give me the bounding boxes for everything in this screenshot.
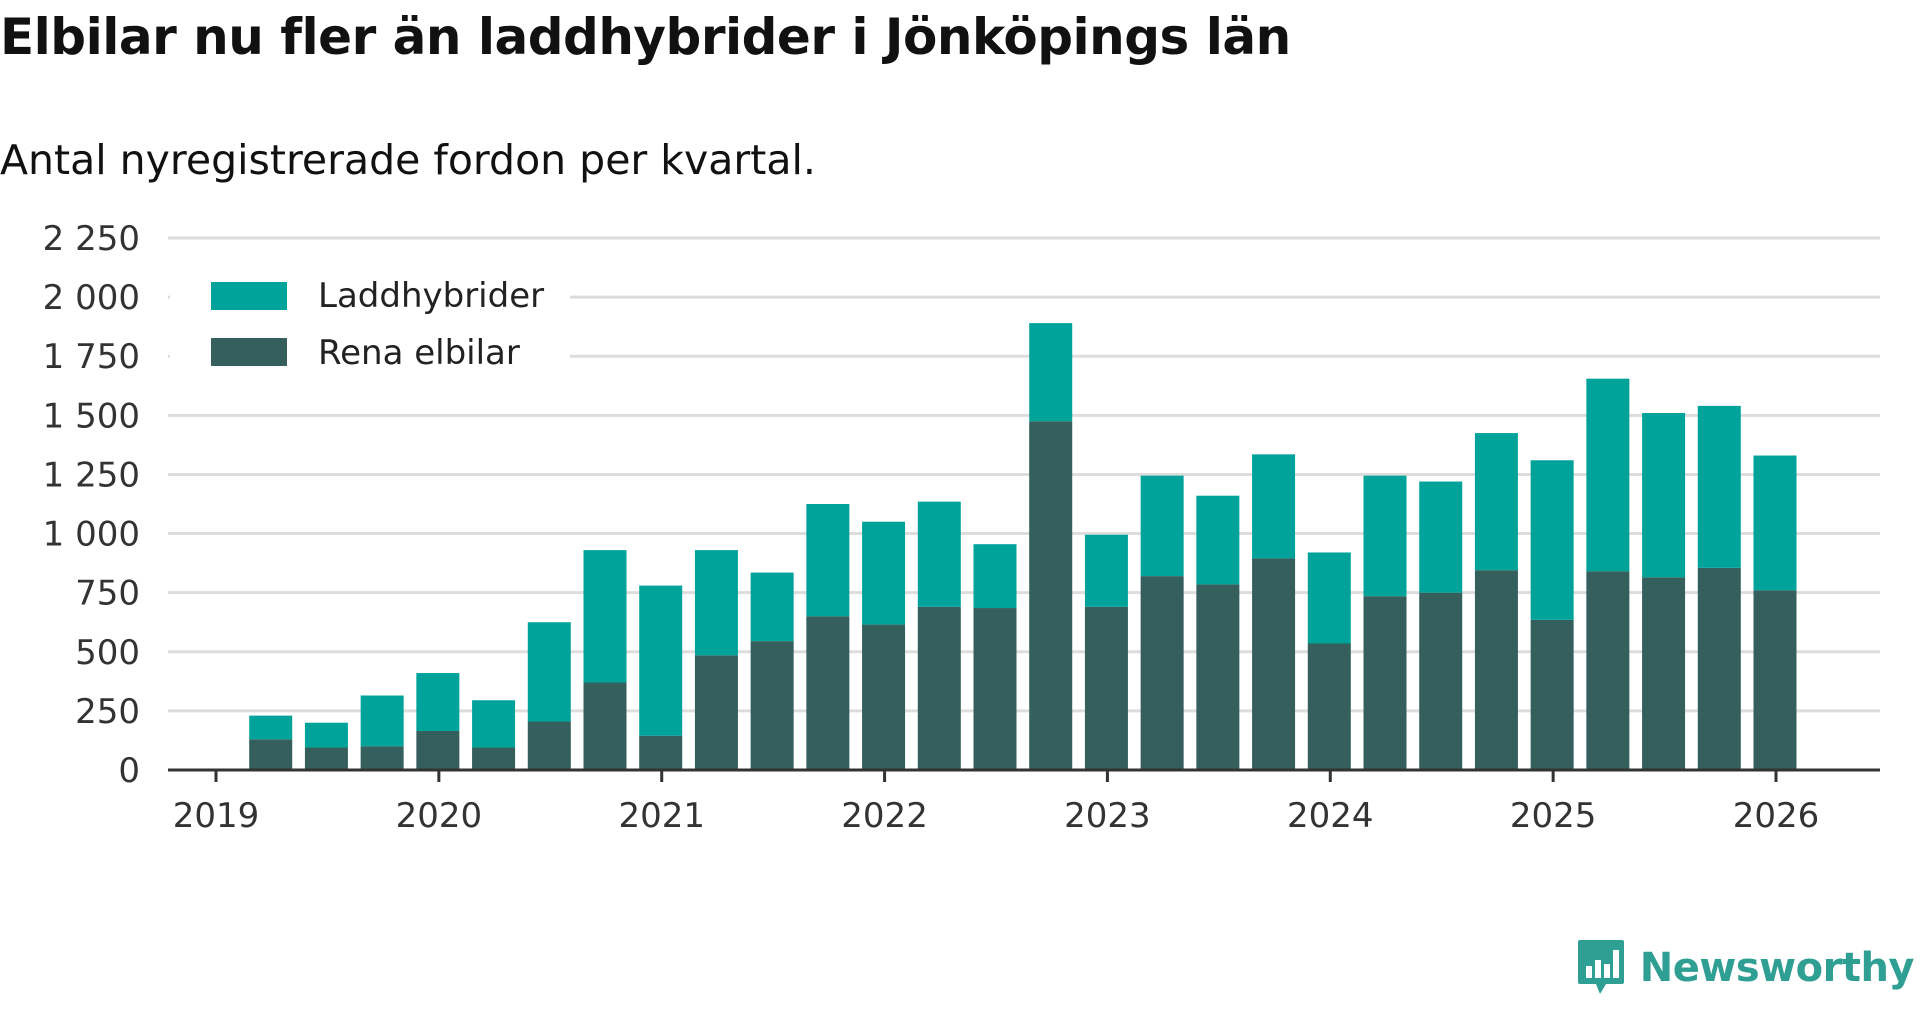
- x-axis: 2019 2020 2021 2022 2023 2024 2025 2026: [168, 768, 1880, 836]
- bar-rena-elbilar: [1642, 577, 1686, 770]
- bar-rena-elbilar: [249, 739, 293, 770]
- bar-laddhybrider: [360, 695, 404, 747]
- bar-rena-elbilar: [304, 747, 348, 770]
- bar-laddhybrider: [1029, 323, 1073, 422]
- bar-rena-elbilar: [1307, 643, 1351, 770]
- y-tick-label: 2 000: [43, 278, 140, 318]
- bar-rena-elbilar: [1029, 421, 1073, 770]
- bar-rena-elbilar: [416, 730, 460, 770]
- bar-rena-elbilar: [639, 735, 683, 770]
- x-tick-label: 2024: [1287, 796, 1374, 836]
- y-tick-label: 1 500: [43, 396, 140, 436]
- legend-swatch-laddhybrider: [211, 282, 287, 310]
- bar-laddhybrider: [1474, 433, 1518, 571]
- bar-laddhybrider: [750, 572, 794, 642]
- bar-laddhybrider: [472, 700, 516, 748]
- bar-laddhybrider: [527, 622, 571, 722]
- bar-rena-elbilar: [1474, 570, 1518, 770]
- newsworthy-brand: Newsworthy: [1576, 938, 1915, 998]
- bar-rena-elbilar: [1753, 590, 1797, 770]
- y-tick-label: 0: [118, 751, 140, 791]
- bar-rena-elbilar: [750, 641, 794, 770]
- bar-laddhybrider: [1697, 405, 1741, 568]
- bar-rena-elbilar: [973, 608, 1017, 770]
- chart-title: Elbilar nu fler än laddhybrider i Jönköp…: [0, 8, 1291, 66]
- x-tick-label: 2026: [1733, 796, 1820, 836]
- x-tick-label: 2019: [173, 796, 260, 836]
- bar-laddhybrider: [1196, 495, 1240, 585]
- bar-rena-elbilar: [583, 682, 627, 770]
- legend-swatch-rena-elbilar: [211, 338, 287, 366]
- y-tick-label: 500: [75, 633, 140, 673]
- bar-rena-elbilar: [694, 655, 738, 770]
- y-tick-label: 750: [75, 574, 140, 614]
- y-tick-label: 1 000: [43, 515, 140, 555]
- chart-subtitle: Antal nyregistrerade fordon per kvartal.: [0, 136, 816, 184]
- y-tick-label: 1 750: [43, 337, 140, 377]
- bar-laddhybrider: [1084, 534, 1128, 607]
- bar-rena-elbilar: [862, 624, 906, 770]
- bar-rena-elbilar: [1084, 606, 1128, 770]
- bar-rena-elbilar: [917, 606, 961, 770]
- bar-laddhybrider: [806, 504, 850, 617]
- bar-laddhybrider: [917, 501, 961, 607]
- bar-rena-elbilar: [1252, 558, 1296, 770]
- brand-name: Newsworthy: [1639, 945, 1915, 991]
- bar-rena-elbilar: [472, 747, 516, 770]
- bar-laddhybrider: [249, 715, 293, 740]
- bar-laddhybrider: [416, 673, 460, 731]
- y-tick-label: 250: [75, 692, 140, 732]
- bar-rena-elbilar: [1196, 584, 1240, 770]
- bar-rena-elbilar: [1363, 596, 1407, 770]
- bar-laddhybrider: [1419, 481, 1463, 593]
- bar-laddhybrider: [862, 521, 906, 625]
- bar-laddhybrider: [639, 585, 683, 736]
- y-tick-label: 2 250: [43, 219, 140, 259]
- bar-laddhybrider: [973, 544, 1017, 609]
- bar-rena-elbilar: [1586, 571, 1630, 770]
- bar-laddhybrider: [583, 550, 627, 683]
- legend-label-laddhybrider: Laddhybrider: [318, 276, 544, 316]
- bar-laddhybrider: [1307, 552, 1351, 644]
- x-tick-label: 2021: [618, 796, 705, 836]
- bar-rena-elbilar: [806, 616, 850, 770]
- bars: [249, 323, 1797, 770]
- y-tick-label: 1 250: [43, 455, 140, 495]
- x-tick-label: 2022: [841, 796, 928, 836]
- bar-rena-elbilar: [1140, 576, 1184, 770]
- bar-rena-elbilar: [1530, 619, 1574, 770]
- y-axis-ticks: 0 250 500 750 1 000 1 250 1 500 1 750 2 000 2 250: [43, 219, 140, 791]
- newsworthy-logo-icon: [1577, 940, 1624, 994]
- bar-rena-elbilar: [527, 721, 571, 770]
- x-tick-label: 2020: [396, 796, 483, 836]
- bar-rena-elbilar: [360, 746, 404, 770]
- legend-label-rena-elbilar: Rena elbilar: [318, 333, 520, 373]
- bar-rena-elbilar: [1697, 567, 1741, 770]
- x-tick-label: 2023: [1064, 796, 1151, 836]
- bar-laddhybrider: [1252, 454, 1296, 559]
- x-tick-label: 2025: [1510, 796, 1597, 836]
- bar-laddhybrider: [1753, 455, 1797, 591]
- bar-laddhybrider: [1530, 460, 1574, 620]
- bar-laddhybrider: [1363, 475, 1407, 597]
- legend: Laddhybrider Rena elbilar: [170, 240, 570, 380]
- bar-laddhybrider: [1586, 378, 1630, 572]
- bar-laddhybrider: [1140, 475, 1184, 577]
- bar-rena-elbilar: [1419, 592, 1463, 770]
- bar-laddhybrider: [1642, 412, 1686, 578]
- bar-laddhybrider: [694, 550, 738, 656]
- bar-laddhybrider: [304, 722, 348, 748]
